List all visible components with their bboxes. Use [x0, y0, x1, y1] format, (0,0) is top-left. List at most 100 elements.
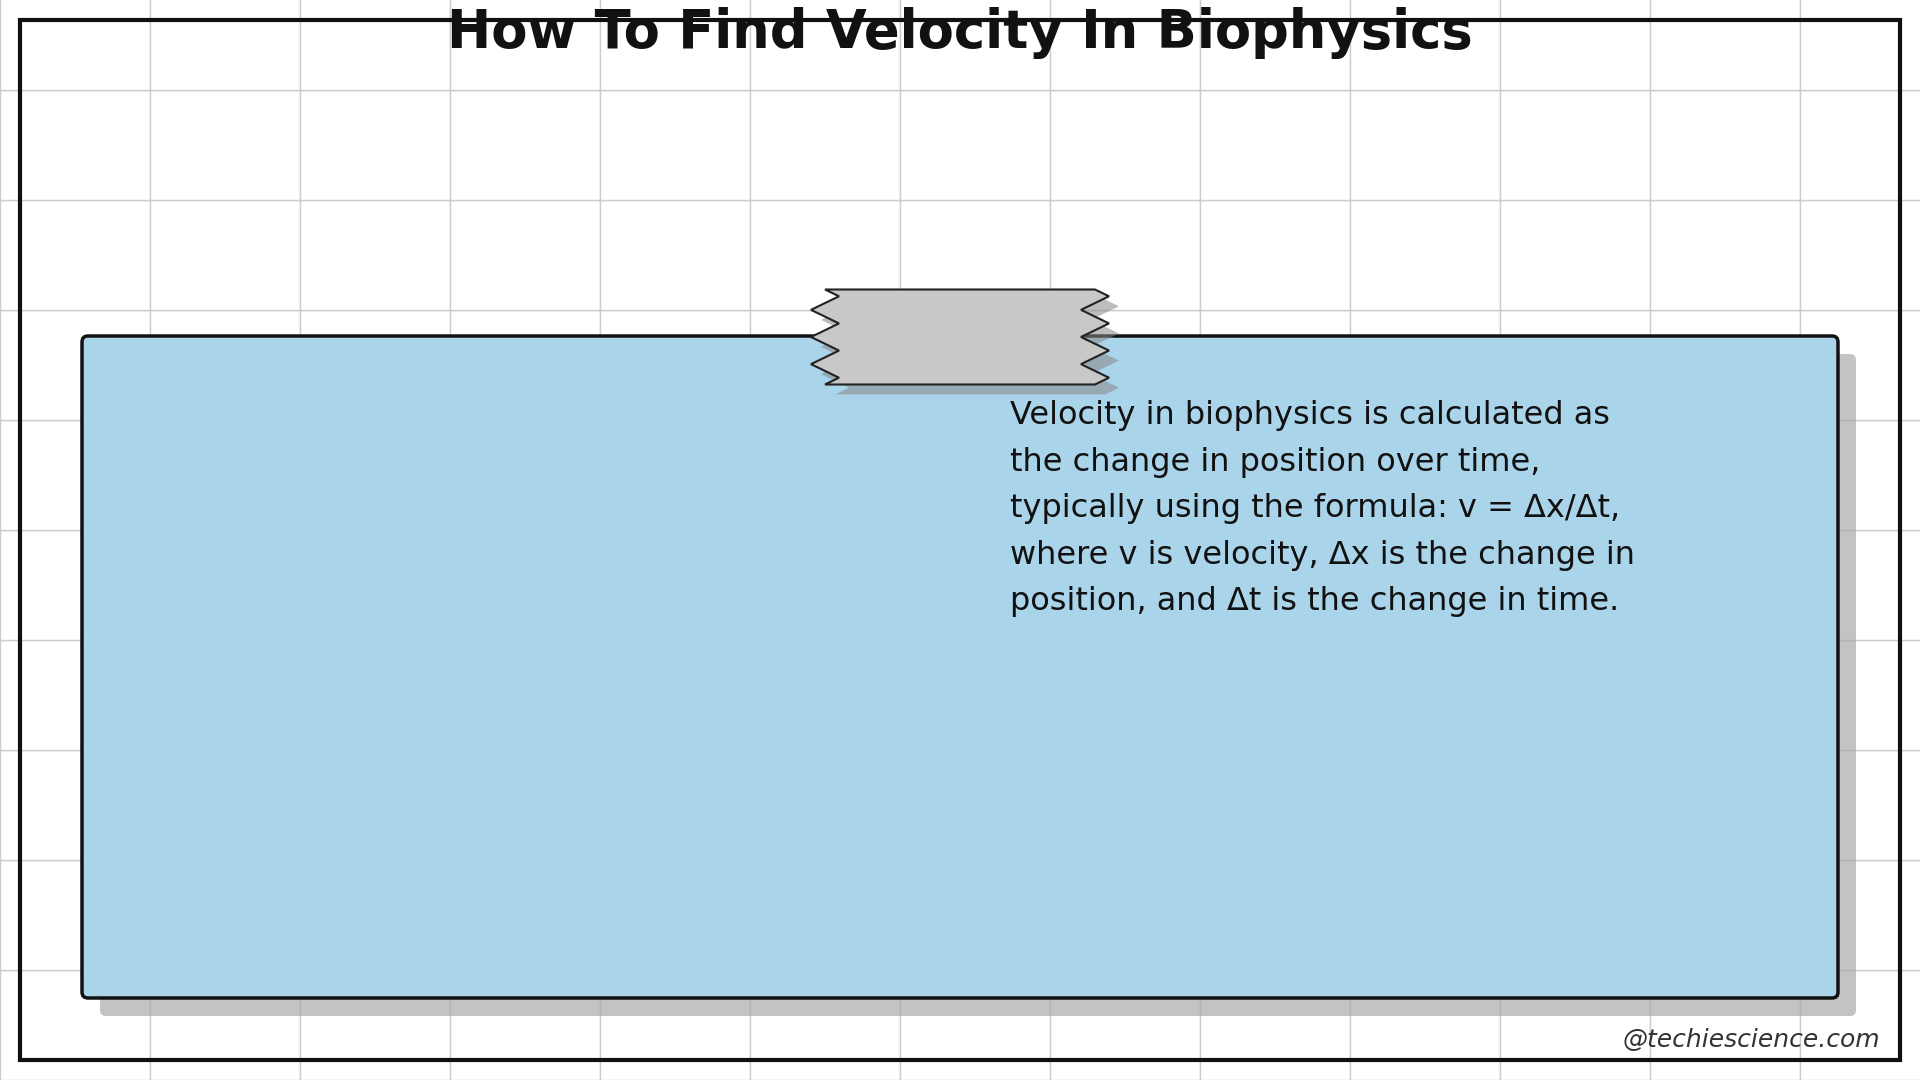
Bar	[1200, 420, 1350, 530]
Bar	[449, 90, 599, 200]
Bar	[1050, 90, 1200, 200]
Bar	[1801, 90, 1920, 200]
Bar	[300, 0, 449, 90]
Bar	[150, 970, 300, 1080]
Bar	[300, 420, 449, 530]
Bar	[1350, 970, 1500, 1080]
Bar	[150, 0, 300, 90]
Bar	[449, 420, 599, 530]
Bar	[599, 310, 751, 420]
Bar	[1500, 530, 1649, 640]
Bar	[150, 420, 300, 530]
Bar	[0, 530, 150, 640]
Bar	[1500, 750, 1649, 860]
Bar	[1801, 200, 1920, 310]
Bar	[1050, 0, 1200, 90]
Bar	[150, 860, 300, 970]
Bar	[1649, 200, 1801, 310]
Bar	[0, 970, 150, 1080]
Bar	[751, 420, 900, 530]
Bar	[0, 750, 150, 860]
Bar	[449, 530, 599, 640]
Bar	[900, 530, 1050, 640]
Bar	[449, 0, 599, 90]
Bar	[1200, 90, 1350, 200]
Bar	[1200, 640, 1350, 750]
Bar	[1050, 420, 1200, 530]
Bar	[150, 750, 300, 860]
Bar	[1801, 970, 1920, 1080]
Bar	[599, 0, 751, 90]
Bar	[300, 310, 449, 420]
Bar	[599, 860, 751, 970]
Bar	[900, 970, 1050, 1080]
Bar	[751, 970, 900, 1080]
Bar	[599, 970, 751, 1080]
Bar	[1649, 530, 1801, 640]
Bar	[449, 970, 599, 1080]
Bar	[1801, 530, 1920, 640]
Bar	[1050, 860, 1200, 970]
Bar	[1050, 530, 1200, 640]
Bar	[1801, 640, 1920, 750]
Bar	[1350, 310, 1500, 420]
Bar	[0, 0, 150, 90]
Bar	[1649, 640, 1801, 750]
Bar	[0, 90, 150, 200]
Bar	[751, 90, 900, 200]
Bar	[599, 530, 751, 640]
Bar	[900, 0, 1050, 90]
Bar	[751, 310, 900, 420]
Bar	[1801, 750, 1920, 860]
Bar	[150, 310, 300, 420]
Bar	[1500, 640, 1649, 750]
Bar	[1801, 860, 1920, 970]
Bar	[599, 420, 751, 530]
Bar	[900, 90, 1050, 200]
Bar	[150, 90, 300, 200]
Bar	[449, 200, 599, 310]
Bar	[1500, 200, 1649, 310]
Bar	[1649, 750, 1801, 860]
Bar	[1350, 640, 1500, 750]
Bar	[1649, 970, 1801, 1080]
Bar	[751, 750, 900, 860]
Bar	[449, 860, 599, 970]
Bar	[1200, 750, 1350, 860]
Bar	[751, 860, 900, 970]
Bar	[1200, 970, 1350, 1080]
Bar	[0, 640, 150, 750]
Bar	[900, 750, 1050, 860]
Bar	[300, 970, 449, 1080]
Bar	[599, 200, 751, 310]
Bar	[1801, 420, 1920, 530]
Bar	[751, 640, 900, 750]
Bar	[599, 750, 751, 860]
Bar	[300, 860, 449, 970]
Bar	[150, 530, 300, 640]
Bar	[300, 750, 449, 860]
Bar	[1350, 200, 1500, 310]
Bar	[1500, 420, 1649, 530]
Bar	[1050, 310, 1200, 420]
Bar	[900, 200, 1050, 310]
Text: Velocity in biophysics is calculated as
the change in position over time,
typica: Velocity in biophysics is calculated as …	[1010, 400, 1636, 618]
Bar	[1200, 200, 1350, 310]
Bar	[751, 530, 900, 640]
Bar	[300, 530, 449, 640]
Bar	[900, 310, 1050, 420]
FancyBboxPatch shape	[83, 336, 1837, 998]
Bar	[1649, 420, 1801, 530]
Text: How To Find Velocity In Biophysics: How To Find Velocity In Biophysics	[447, 6, 1473, 59]
Bar	[599, 90, 751, 200]
Bar	[900, 420, 1050, 530]
Bar	[1649, 310, 1801, 420]
Bar	[150, 200, 300, 310]
Bar	[300, 640, 449, 750]
Bar	[1200, 310, 1350, 420]
Bar	[1350, 90, 1500, 200]
Bar	[300, 90, 449, 200]
Bar	[1050, 200, 1200, 310]
Bar	[1200, 530, 1350, 640]
Bar	[1350, 750, 1500, 860]
